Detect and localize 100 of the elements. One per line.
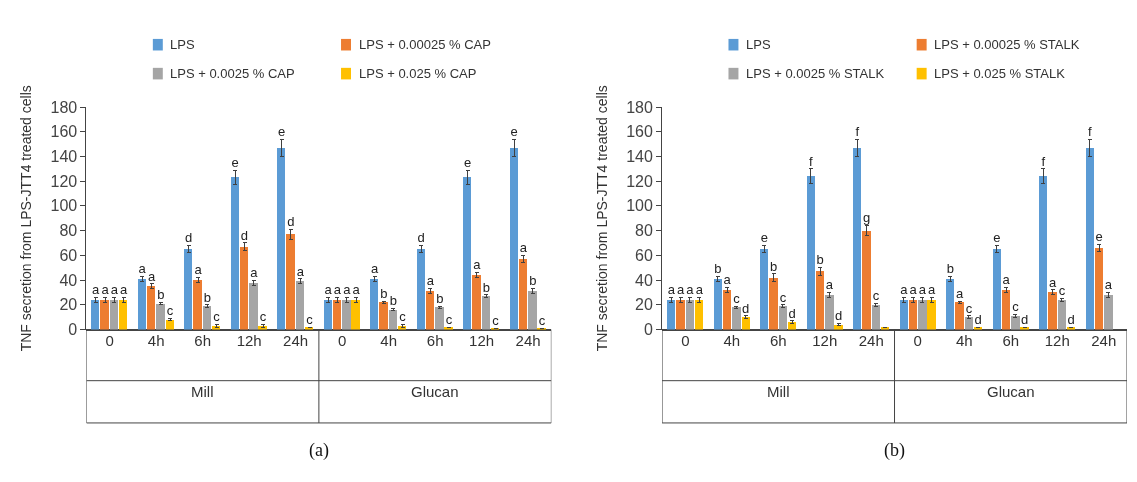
data-label: b <box>714 261 722 277</box>
data-label: d <box>1021 311 1029 327</box>
data-label: a <box>677 282 686 298</box>
x-tick-label: 24h <box>515 331 541 349</box>
data-label: a <box>120 282 128 298</box>
x-tick-label: 24h <box>283 331 309 349</box>
data-label: c <box>306 311 314 327</box>
x-tick-label: 6h <box>194 331 211 349</box>
x-tick-label: 4h <box>147 331 165 349</box>
data-label: b <box>946 261 954 277</box>
data-label: a <box>918 282 927 298</box>
data-label: d <box>835 308 843 324</box>
data-label: e <box>464 154 472 170</box>
data-label: c <box>538 313 546 329</box>
data-label: d <box>185 230 193 246</box>
x-tick-label: 12h <box>812 331 838 349</box>
data-label: a <box>473 257 482 273</box>
data-label: a <box>101 282 110 298</box>
y-tick-label: 160 <box>626 123 653 141</box>
x-tick-label: 24h <box>1091 331 1117 349</box>
y-tick-label: 40 <box>59 271 78 289</box>
data-label: a <box>333 282 342 298</box>
text: Glucan <box>411 383 459 400</box>
data-label: c <box>1058 283 1066 299</box>
data-label: d <box>788 305 796 321</box>
data-label: a <box>110 282 119 298</box>
data-label: a <box>695 282 704 298</box>
text: Mill <box>767 383 790 400</box>
data-label: a <box>194 262 203 278</box>
y-tick-label: 100 <box>50 197 78 215</box>
x-tick-label: 12h <box>236 331 262 349</box>
data-label: d <box>742 300 750 316</box>
data-label: a <box>909 282 918 298</box>
y-axis-title: TNF secretion from LPS-JTT4 treated cells <box>593 85 610 352</box>
legend-label: LPS + 0.025 % CAP <box>359 66 477 81</box>
y-axis-title: TNF secretion from LPS-JTT4 treated cells <box>18 85 35 352</box>
data-label: b <box>203 289 211 305</box>
data-label: a <box>667 282 676 298</box>
text: Mill <box>191 383 214 400</box>
data-label: c <box>259 309 267 325</box>
data-label: f <box>1041 153 1046 169</box>
data-label: c <box>779 289 787 305</box>
data-label: e <box>1095 228 1103 244</box>
y-tick-label: 100 <box>626 197 653 215</box>
data-label: a <box>519 240 528 256</box>
x-tick-label: 0 <box>105 331 114 349</box>
y-tick-label: 20 <box>635 296 653 314</box>
data-label: b <box>380 285 388 301</box>
data-label: e <box>993 230 1001 246</box>
text: Glucan <box>987 383 1035 400</box>
data-label: b <box>436 290 444 306</box>
legend-label: LPS + 0.0025 % STALK <box>746 66 885 81</box>
x-tick-label: 6h <box>769 331 787 349</box>
data-label: f <box>809 153 814 169</box>
legend-label: LPS + 0.00025 % STALK <box>934 37 1080 52</box>
data-label: b <box>770 258 778 274</box>
data-label: e <box>510 123 518 139</box>
y-tick-label: 60 <box>635 246 653 264</box>
data-label: c <box>166 303 174 319</box>
y-tick-label: 180 <box>50 98 78 116</box>
x-tick-label: 4h <box>723 331 741 349</box>
data-label: b <box>816 252 824 268</box>
y-tick-label: 120 <box>626 172 653 190</box>
data-label: c <box>213 309 221 325</box>
data-label: d <box>287 214 295 230</box>
data-label: a <box>1002 272 1011 288</box>
data-label: b <box>157 287 165 303</box>
data-label: a <box>825 277 834 293</box>
data-label: a <box>956 285 964 301</box>
data-label: c <box>399 309 407 325</box>
data-label: b <box>389 293 397 309</box>
data-label: a <box>324 282 333 298</box>
data-label: d <box>1067 311 1075 327</box>
data-label: e <box>231 154 239 170</box>
x-tick-label: 0 <box>913 331 922 349</box>
data-label: b <box>482 279 490 295</box>
data-label: c <box>965 300 973 316</box>
data-label: d <box>417 230 425 246</box>
legend-label: LPS <box>170 37 195 52</box>
data-label: e <box>760 230 768 246</box>
data-label: c <box>1012 299 1020 315</box>
data-label: f <box>855 123 860 139</box>
data-label: c <box>445 311 453 327</box>
data-label: c <box>492 313 500 329</box>
x-tick-label: 6h <box>1002 331 1020 349</box>
data-label: a <box>686 282 695 298</box>
data-label: a <box>92 282 101 298</box>
x-tick-label: 12h <box>1044 331 1070 349</box>
y-tick-label: 140 <box>50 148 78 166</box>
data-label: a <box>1048 274 1057 290</box>
y-tick-label: 160 <box>50 123 78 141</box>
y-tick-label: 60 <box>59 246 78 264</box>
data-label: a <box>250 264 259 280</box>
data-label: d <box>974 311 982 327</box>
x-tick-label: 6h <box>426 331 444 349</box>
data-label: a <box>723 272 732 288</box>
y-tick-label: 180 <box>626 98 653 116</box>
y-tick-label: 80 <box>635 222 653 240</box>
data-label: a <box>1104 277 1113 293</box>
data-label: a <box>371 261 380 277</box>
